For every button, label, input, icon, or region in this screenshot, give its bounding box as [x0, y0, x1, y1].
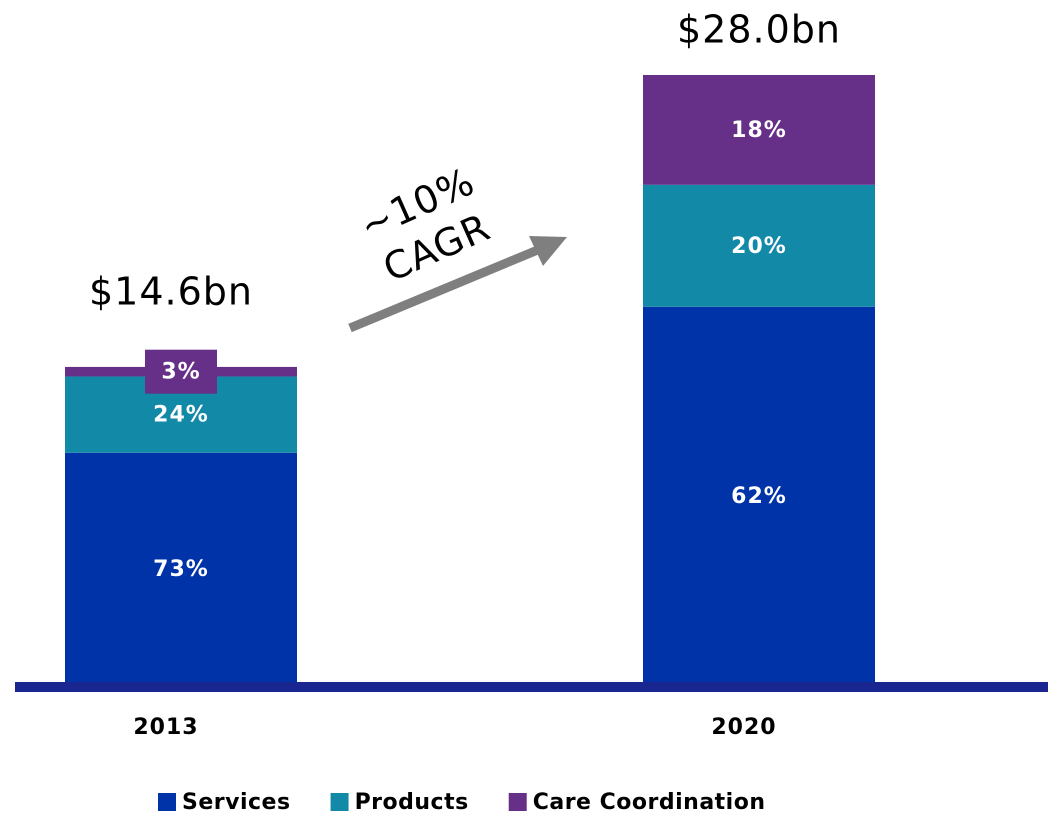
- legend-swatch: [508, 793, 527, 811]
- legend-swatch: [158, 793, 176, 811]
- segment-label: 20%: [731, 234, 787, 259]
- label-bg: [145, 349, 217, 394]
- x-tick-label: 2013: [133, 715, 198, 740]
- legend-swatch: [330, 793, 349, 811]
- arrow-shaft: [348, 244, 542, 333]
- bar-segment: [643, 184, 875, 307]
- bar-segment: [643, 306, 875, 685]
- total-label: $14.6bn: [89, 269, 253, 313]
- segment-label: 24%: [153, 403, 209, 428]
- segment-label: 3%: [161, 360, 200, 385]
- legend-label: Products: [355, 790, 469, 815]
- legend-label: Services: [182, 790, 291, 815]
- total-label: $28.0bn: [677, 8, 841, 52]
- baseline: [15, 682, 1048, 692]
- bar-segment: [65, 452, 297, 685]
- arrow-head: [529, 236, 567, 266]
- legend-label: Care Coordination: [533, 790, 766, 815]
- segment-label: 18%: [731, 118, 787, 143]
- segment-label: 73%: [153, 557, 209, 582]
- segment-label: 62%: [731, 484, 787, 509]
- bar-segment: [643, 75, 875, 185]
- x-tick-label: 2020: [711, 715, 776, 740]
